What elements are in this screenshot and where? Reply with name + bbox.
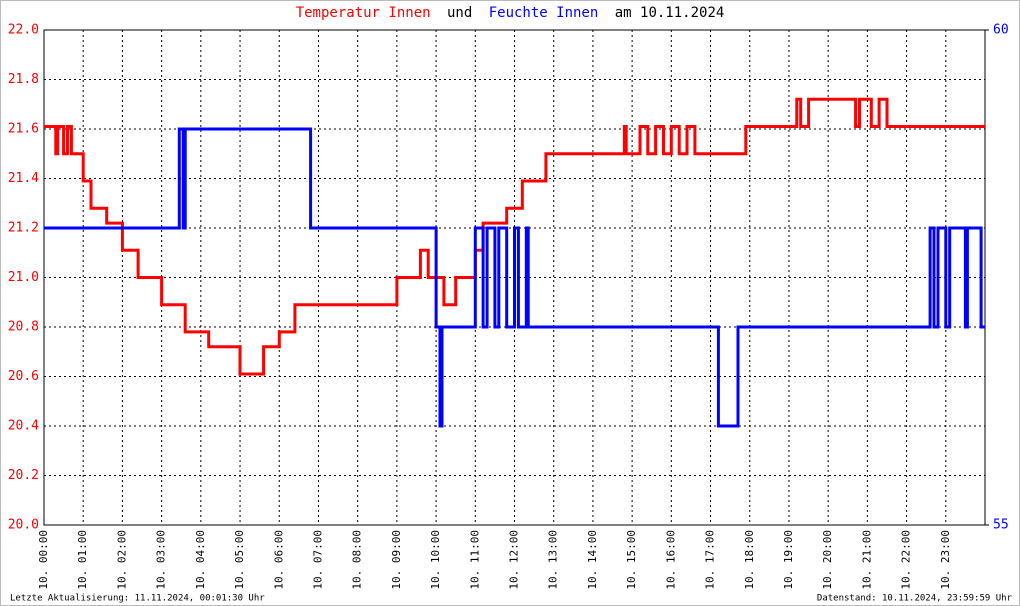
- y-tick-label: 20.2: [8, 468, 39, 483]
- y-tick-label: 21.8: [8, 72, 39, 87]
- footer-left: Letzte Aktualisierung: 11.11.2024, 00:01…: [10, 594, 265, 604]
- x-tick-label: 10. 03:00: [155, 530, 168, 590]
- x-tick-label: 10. 16:00: [664, 530, 677, 590]
- x-tick-label: 10. 05:00: [233, 530, 246, 590]
- x-tick-label: 10. 09:00: [390, 530, 403, 590]
- title-join: und: [447, 5, 472, 21]
- y-tick-label: 20.6: [8, 369, 39, 384]
- y-tick-label: 21.6: [8, 122, 39, 137]
- y2-tick-label: 60: [993, 23, 1009, 38]
- x-tick-label: 10. 04:00: [194, 530, 207, 590]
- title-hum: Feuchte Innen: [489, 5, 599, 21]
- x-tick-label: 10. 22:00: [900, 530, 913, 590]
- x-tick-label: 10. 14:00: [586, 530, 599, 590]
- x-tick-label: 10. 13:00: [547, 530, 560, 590]
- x-tick-label: 10. 19:00: [782, 530, 795, 590]
- title-date: am 10.11.2024: [615, 5, 725, 21]
- chart-title: Temperatur Innen und Feuchte Innen am 10…: [296, 5, 725, 21]
- x-tick-label: 10. 12:00: [508, 530, 521, 590]
- x-tick-label: 10. 11:00: [468, 530, 481, 590]
- x-tick-label: 10. 07:00: [311, 530, 324, 590]
- x-tick-label: 10. 17:00: [704, 530, 717, 590]
- x-tick-label: 10. 01:00: [76, 530, 89, 590]
- y-tick-label: 20.0: [8, 518, 39, 533]
- y-tick-label: 21.0: [8, 270, 39, 285]
- x-tick-label: 10. 08:00: [351, 530, 364, 590]
- y-tick-label: 22.0: [8, 23, 39, 38]
- x-tick-label: 10. 21:00: [860, 530, 873, 590]
- title-temp: Temperatur Innen: [296, 5, 431, 21]
- footer-right: Datenstand: 10.11.2024, 23:59:59 Uhr: [817, 594, 1013, 604]
- x-tick-label: 10. 02:00: [115, 530, 128, 590]
- series-line: [44, 97, 985, 376]
- x-tick-label: 10. 10:00: [429, 530, 442, 590]
- y2-tick-label: 55: [993, 518, 1009, 533]
- x-tick-label: 10. 00:00: [37, 530, 50, 590]
- y-tick-label: 21.4: [8, 171, 39, 186]
- plot-border: [43, 29, 986, 526]
- y-tick-label: 21.2: [8, 221, 39, 236]
- x-tick-label: 10. 18:00: [743, 530, 756, 590]
- x-tick-label: 10. 06:00: [272, 530, 285, 590]
- y-tick-label: 20.4: [8, 419, 39, 434]
- x-tick-label: 10. 23:00: [939, 530, 952, 590]
- x-tick-label: 10. 15:00: [625, 530, 638, 590]
- x-tick-label: 10. 20:00: [821, 530, 834, 590]
- y-tick-label: 20.8: [8, 320, 39, 335]
- series-line: [44, 127, 985, 428]
